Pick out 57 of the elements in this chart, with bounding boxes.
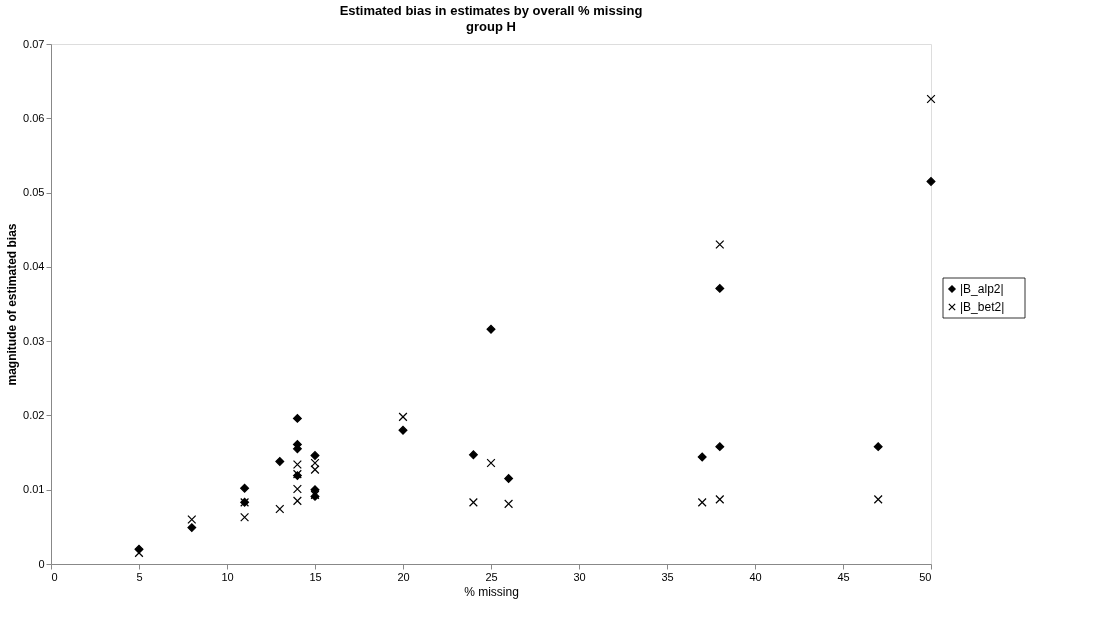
point (275, 504, 285, 514)
point (187, 514, 197, 524)
chart-title: Estimated bias in estimates by overall % missing (339, 3, 643, 18)
point (715, 494, 725, 504)
point (187, 523, 197, 533)
point (715, 283, 725, 293)
point (715, 442, 725, 452)
x-tick-label: 35 (661, 570, 674, 583)
y-tick-label: 0.03 (23, 334, 45, 347)
x-tick-label: 10 (221, 570, 234, 583)
point (697, 497, 707, 507)
y-tick-label: 0.01 (23, 483, 45, 496)
x-tick-label: 20 (397, 570, 410, 583)
y-tick-label: 0.02 (23, 408, 45, 421)
x-tick-label: 0 (51, 570, 58, 583)
point (715, 240, 725, 250)
point (926, 94, 936, 104)
y-tick-label: 0.07 (23, 37, 45, 50)
point (275, 457, 285, 466)
point (292, 496, 302, 506)
x-tick-label: 50 (919, 570, 932, 583)
point (134, 548, 144, 558)
chart-subtitle: group H (466, 19, 516, 34)
x-tick-label: 25 (485, 570, 498, 583)
point (240, 512, 250, 522)
point (697, 452, 707, 462)
point (926, 176, 936, 186)
y-axis-title: magnitude of estimated bias (5, 223, 20, 386)
point (310, 458, 320, 468)
x-tick-label: 15 (309, 570, 322, 583)
point (468, 497, 478, 507)
point (504, 499, 514, 509)
point (486, 324, 496, 334)
point (873, 442, 883, 452)
x-tick-label: 30 (573, 570, 586, 583)
point (873, 494, 883, 504)
legend-label: |B_bet2| (960, 300, 1005, 314)
point (504, 474, 514, 484)
point (310, 465, 320, 475)
y-tick-label: 0.04 (23, 260, 45, 273)
point (292, 484, 302, 494)
x-tick-label: 45 (837, 570, 850, 583)
point (292, 413, 302, 423)
point (398, 425, 408, 435)
x-tick-label: 40 (749, 570, 762, 583)
x-axis-title: % missing (464, 584, 519, 599)
y-tick-label: 0 (38, 557, 45, 570)
y-tick-label: 0.05 (23, 186, 45, 199)
point (240, 483, 250, 493)
legend-label: |B_alp2| (960, 282, 1004, 296)
y-tick-label: 0.06 (23, 111, 45, 124)
point (292, 459, 302, 469)
point (310, 451, 320, 461)
point (398, 412, 408, 422)
point (486, 458, 496, 468)
point (468, 450, 478, 460)
x-tick-label: 5 (136, 570, 143, 583)
